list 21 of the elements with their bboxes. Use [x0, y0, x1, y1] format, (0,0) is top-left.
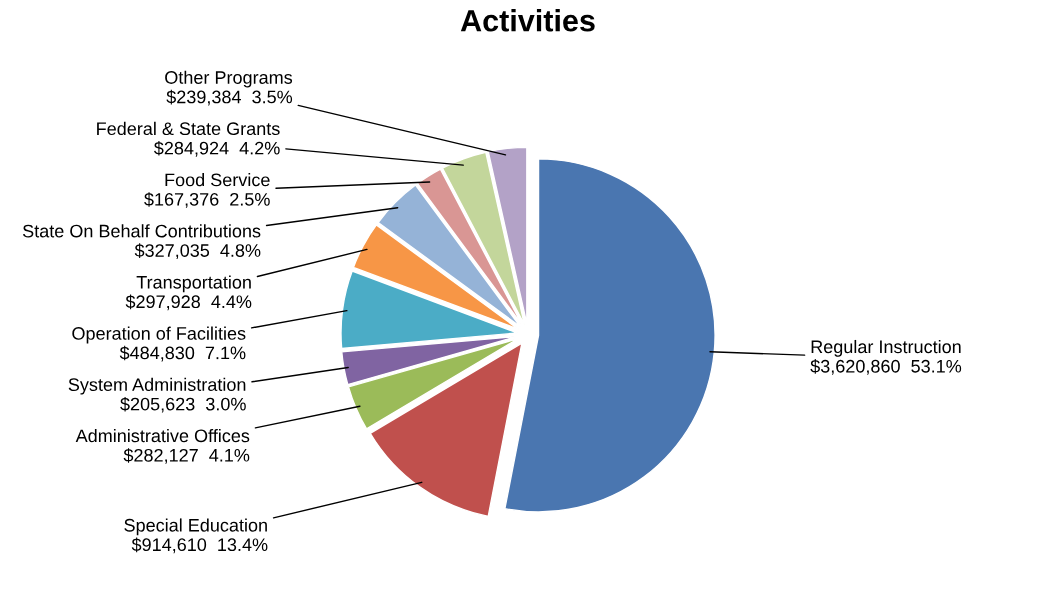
data-label: $282,127 4.1% — [123, 448, 250, 464]
slice-label: Operation of Facilities — [72, 326, 246, 344]
data-label: $327,035 4.8% — [134, 243, 261, 260]
slice-label: Special Education — [124, 518, 267, 536]
slice-label: Transportation — [136, 275, 251, 293]
slice-label: Administrative Offices — [75, 428, 250, 443]
data-label: $284,924 4.2% — [154, 140, 280, 157]
data-label: $205,623 3.0% — [120, 396, 246, 413]
slice-label: Federal & State Grants — [97, 121, 280, 136]
slice-label: Food Service — [165, 173, 270, 187]
slice-label: System Administration — [68, 377, 246, 395]
data-label: $297,928 4.4% — [125, 294, 252, 311]
data-label: $3,620,860 53.1% — [810, 359, 962, 375]
chart-title: Activities — [460, 9, 595, 32]
data-label: $167,376 2.5% — [144, 192, 270, 208]
data-label: $484,830 7.1% — [119, 345, 246, 362]
slice-label: Other Programs — [165, 70, 293, 88]
slice-label: Regular Instruction — [811, 339, 961, 357]
slice-label: State On Behalf Contributions — [22, 224, 261, 238]
data-label: $239,384 3.5% — [166, 89, 293, 106]
data-label: $914,610 13.4% — [131, 537, 268, 554]
